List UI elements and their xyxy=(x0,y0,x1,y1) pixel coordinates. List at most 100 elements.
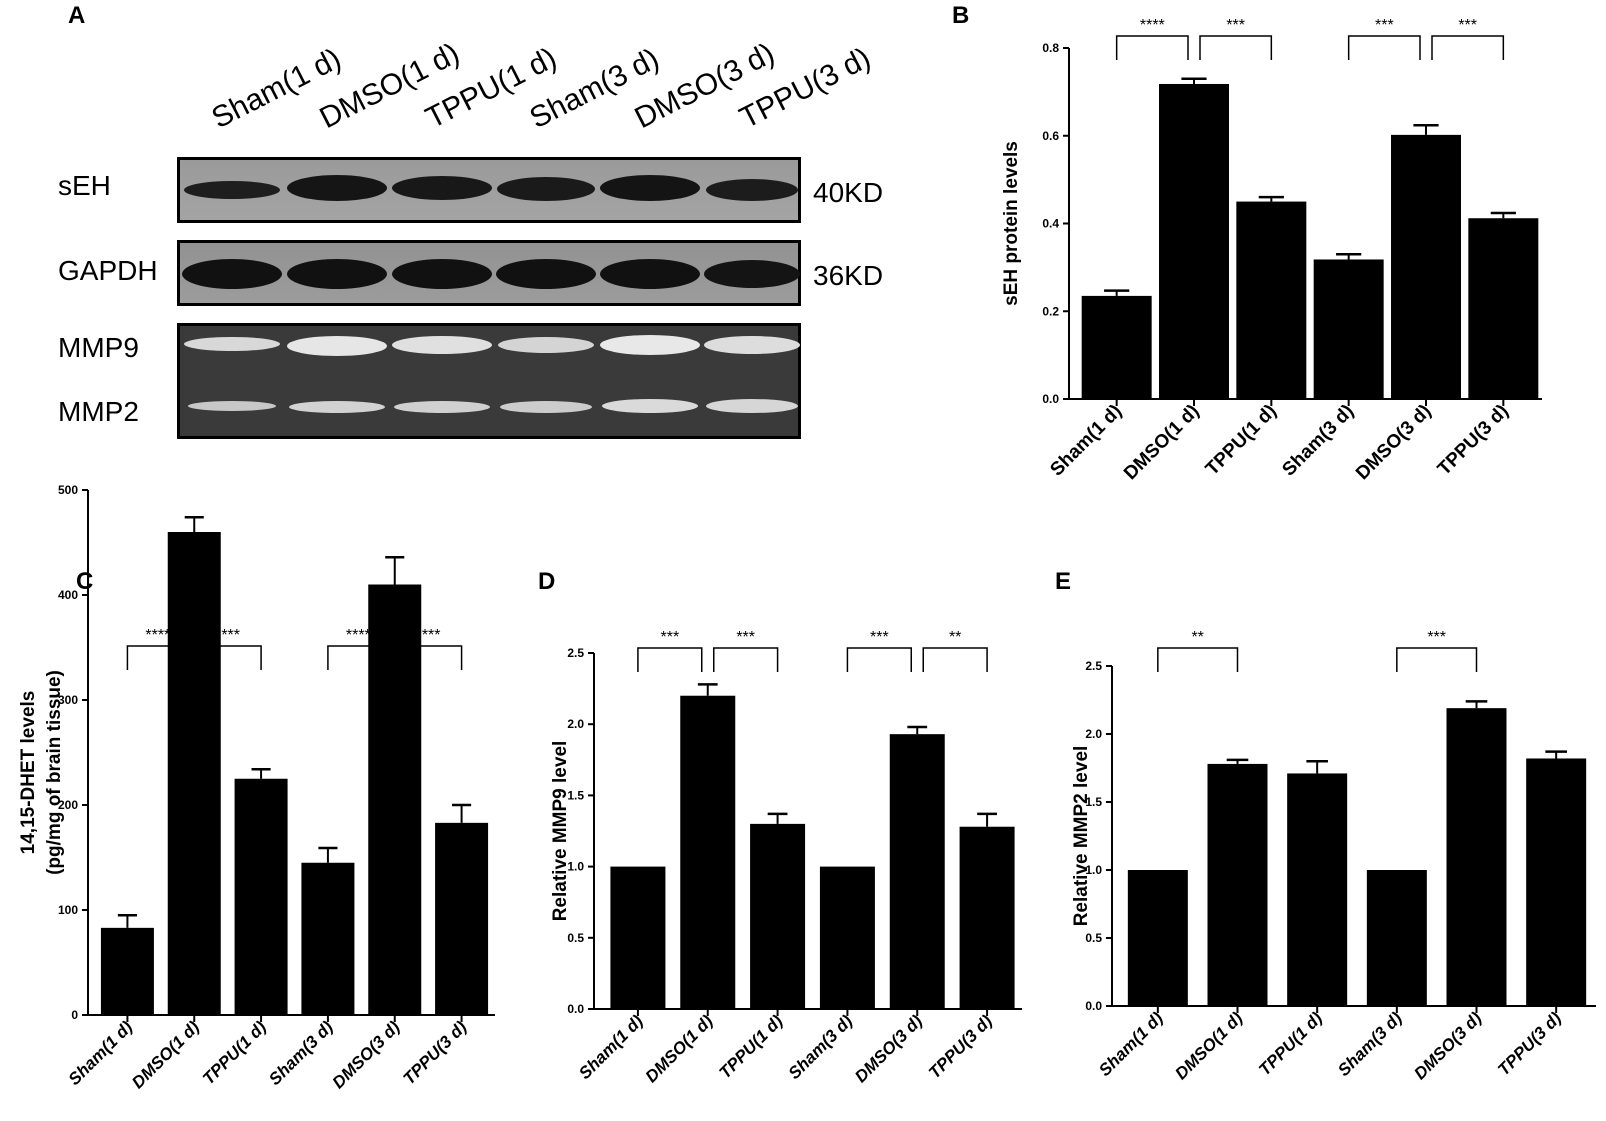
band xyxy=(394,401,490,413)
significance-bracket xyxy=(1396,647,1478,672)
y-tick-label: 0.2 xyxy=(1042,304,1059,318)
y-tick-label: 200 xyxy=(58,798,78,812)
significance-label: ** xyxy=(1191,629,1203,646)
significance-label: *** xyxy=(221,627,240,644)
y-tick-label: 1.0 xyxy=(567,860,584,874)
y-tick-label: 100 xyxy=(58,903,78,917)
significance-bracket xyxy=(1115,35,1189,60)
significance-bracket xyxy=(1157,647,1239,672)
significance-label: **** xyxy=(1140,17,1165,34)
x-category-label: DMSO(3 d) xyxy=(1352,401,1436,485)
y-tick-label: 300 xyxy=(58,693,78,707)
wb-row-label-seh: sEH xyxy=(58,170,111,201)
y-axis-label: sEH protein levels xyxy=(1001,141,1022,306)
bar xyxy=(368,584,422,1015)
significance-label: *** xyxy=(736,629,755,646)
significance-bracket xyxy=(713,647,779,672)
band xyxy=(602,399,698,413)
chart-panel-e: 0.0 0.5 1.0 1.5 2.0 2.5 Relative MMP2 level Sha… xyxy=(1071,629,1596,1083)
bar xyxy=(1366,870,1427,1006)
band xyxy=(600,335,700,355)
band xyxy=(500,401,592,413)
x-category-label: Sham(1 d) xyxy=(1046,401,1126,481)
bar xyxy=(1468,218,1539,399)
x-category-label: Sham(3 d) xyxy=(1334,1008,1406,1080)
y-tick-label: 0.4 xyxy=(1042,217,1059,231)
bar xyxy=(1207,763,1268,1006)
x-category-label: Sham(3 d) xyxy=(1278,401,1358,481)
y-tick-label: 0.0 xyxy=(567,1002,584,1016)
chart-panel-b: 0.0 0.2 0.4 0.6 0.8 sEH protein levels Sham(1 … xyxy=(1001,17,1542,484)
significance-bracket xyxy=(327,645,390,670)
gapdh-blot xyxy=(177,240,801,306)
significance-bracket xyxy=(199,645,262,670)
band xyxy=(289,401,385,413)
zymography-gel xyxy=(177,323,801,439)
band xyxy=(704,260,800,288)
x-category-label: DMSO(1 d) xyxy=(128,1017,203,1092)
chart-panel-d: 0.0 0.5 1.0 1.5 2.0 2.5 Relative MMP9 level Sha… xyxy=(550,629,1022,1086)
bar xyxy=(100,927,154,1015)
seh-bands xyxy=(184,175,798,201)
x-category-label: Sham(3 d) xyxy=(785,1011,857,1083)
significance-label: *** xyxy=(870,629,889,646)
band xyxy=(704,336,800,354)
y-axis-label: Relative MMP2 level xyxy=(1071,746,1092,927)
x-category-label: TPPU(3 d) xyxy=(400,1017,471,1088)
significance-label: ** xyxy=(949,629,961,646)
band xyxy=(600,175,700,201)
bar xyxy=(301,862,355,1015)
bar xyxy=(1526,758,1587,1006)
x-category-label: Sham(3 d) xyxy=(265,1017,337,1089)
x-category-label: DMSO(3 d) xyxy=(851,1011,926,1086)
y-tick-label: 0.0 xyxy=(1085,999,1102,1013)
chart-panel-c: 0 100 200 300 400 500 14,15-DHET levels (pg/mg … xyxy=(18,483,495,1092)
bar xyxy=(167,532,221,1015)
bar xyxy=(819,866,875,1009)
x-category-label: DMSO(1 d) xyxy=(642,1011,717,1086)
band xyxy=(496,259,596,289)
significance-label: *** xyxy=(1458,17,1477,34)
y-tick-label: 0.5 xyxy=(567,931,584,945)
bar xyxy=(234,778,288,1015)
zymo-row-label-mmp9: MMP9 xyxy=(58,332,139,363)
band xyxy=(392,176,492,200)
bar xyxy=(680,695,736,1009)
x-category-label: DMSO(1 d) xyxy=(1171,1008,1246,1083)
y-tick-label: 1.5 xyxy=(567,788,584,802)
significance-label: **** xyxy=(145,627,170,644)
significance-bracket xyxy=(846,647,912,672)
y-tick-label: 1.5 xyxy=(1085,795,1102,809)
wb-size-40kd: 40KD xyxy=(813,177,884,208)
bar xyxy=(1287,773,1348,1006)
x-category-label: Sham(1 d) xyxy=(65,1017,137,1089)
band xyxy=(706,399,798,413)
bar xyxy=(889,734,945,1009)
panel-letter-d: D xyxy=(538,568,556,595)
x-category-label: TPPU(1 d) xyxy=(716,1011,787,1082)
significance-label: *** xyxy=(660,629,679,646)
zymo-bands xyxy=(184,335,800,413)
y-tick-label: 0.8 xyxy=(1042,41,1059,55)
significance-label: *** xyxy=(1375,17,1394,34)
significance-label: *** xyxy=(1226,17,1245,34)
x-category-label: DMSO(3 d) xyxy=(1410,1008,1485,1083)
band xyxy=(497,177,595,201)
seh-blot xyxy=(177,157,801,223)
bar xyxy=(1313,259,1384,399)
panel-letter-b: B xyxy=(952,2,970,29)
band xyxy=(287,175,387,201)
y-tick-label: 0 xyxy=(71,1008,78,1022)
bar xyxy=(1081,295,1152,399)
bar xyxy=(1159,83,1229,399)
x-category-label: TPPU(3 d) xyxy=(1434,401,1513,480)
y-tick-label: 2.5 xyxy=(1085,659,1102,673)
bar xyxy=(610,866,666,1009)
significance-bracket xyxy=(1347,35,1421,60)
y-tick-label: 1.0 xyxy=(1085,863,1102,877)
band xyxy=(498,337,594,353)
band xyxy=(600,259,700,289)
x-category-label: TPPU(1 d) xyxy=(1255,1008,1326,1079)
bar xyxy=(1391,134,1461,399)
wb-row-label-gapdh: GAPDH xyxy=(58,255,158,286)
